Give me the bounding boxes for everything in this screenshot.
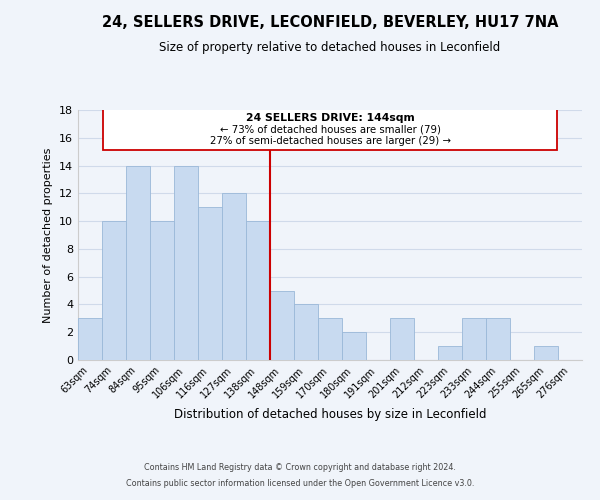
Bar — [270, 290, 294, 360]
Bar — [390, 318, 414, 360]
Bar — [486, 318, 510, 360]
Bar — [438, 346, 462, 360]
Bar — [78, 318, 102, 360]
Bar — [462, 318, 486, 360]
Text: Contains HM Land Registry data © Crown copyright and database right 2024.: Contains HM Land Registry data © Crown c… — [144, 464, 456, 472]
Bar — [102, 221, 126, 360]
Text: Size of property relative to detached houses in Leconfield: Size of property relative to detached ho… — [160, 41, 500, 54]
Bar — [342, 332, 366, 360]
Bar — [246, 221, 270, 360]
Bar — [294, 304, 318, 360]
Text: 24, SELLERS DRIVE, LECONFIELD, BEVERLEY, HU17 7NA: 24, SELLERS DRIVE, LECONFIELD, BEVERLEY,… — [102, 15, 558, 30]
Bar — [174, 166, 198, 360]
FancyBboxPatch shape — [103, 110, 557, 150]
Text: ← 73% of detached houses are smaller (79): ← 73% of detached houses are smaller (79… — [220, 124, 440, 134]
Bar — [318, 318, 342, 360]
Text: Contains public sector information licensed under the Open Government Licence v3: Contains public sector information licen… — [126, 478, 474, 488]
Bar — [222, 194, 246, 360]
Bar — [150, 221, 174, 360]
X-axis label: Distribution of detached houses by size in Leconfield: Distribution of detached houses by size … — [174, 408, 486, 421]
Text: 24 SELLERS DRIVE: 144sqm: 24 SELLERS DRIVE: 144sqm — [245, 112, 415, 122]
Y-axis label: Number of detached properties: Number of detached properties — [43, 148, 53, 322]
Text: 27% of semi-detached houses are larger (29) →: 27% of semi-detached houses are larger (… — [209, 136, 451, 146]
Bar — [534, 346, 558, 360]
Bar — [126, 166, 150, 360]
Bar — [198, 207, 222, 360]
